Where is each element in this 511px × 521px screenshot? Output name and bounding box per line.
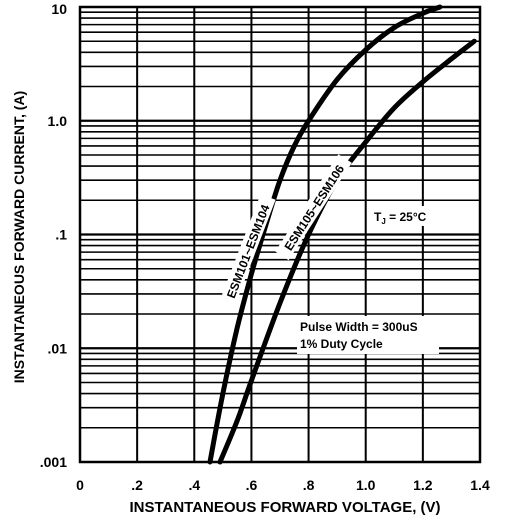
y-tick-label: .01	[48, 340, 68, 356]
y-tick-label: 10	[51, 1, 67, 17]
curve-label-bg	[275, 154, 352, 261]
tick-labels: 0 .2 .4 .6 .8 1.0 1.2 1.4 .001 .01 .1 1.0 10	[40, 1, 490, 493]
grid	[80, 7, 480, 462]
y-tick-label: 1.0	[48, 113, 68, 129]
x-tick-label: .8	[303, 477, 315, 493]
pulse-width-annotation: Pulse Width = 300uS	[300, 320, 418, 334]
x-tick-label: .6	[246, 477, 258, 493]
curve-label-group: ESM105~ESM106	[275, 154, 352, 261]
curve-label-bg	[219, 194, 276, 309]
y-tick-label: .001	[40, 454, 67, 470]
x-tick-label: 1.4	[470, 477, 490, 493]
curve-series-1	[207, 4, 443, 465]
x-tick-label: 0	[76, 477, 84, 493]
tj-annotation: TJ = 25°C	[374, 210, 427, 226]
x-tick-label: .4	[188, 477, 200, 493]
x-tick-label: .2	[131, 477, 143, 493]
pulse-annotation-bg	[297, 316, 439, 354]
plot-frame	[78, 5, 482, 464]
tj-annotation-bg	[371, 206, 431, 226]
x-tick-label: 1.2	[413, 477, 433, 493]
duty-cycle-annotation: 1% Duty Cycle	[300, 337, 383, 351]
y-axis-label: INSTANTANEOUS FORWARD CURRENT, (A)	[11, 91, 27, 383]
x-tick-label: 1.0	[356, 477, 376, 493]
y-tick-label: .1	[55, 227, 67, 243]
x-axis-label: INSTANTANEOUS FORWARD VOLTAGE, (V)	[129, 499, 440, 516]
